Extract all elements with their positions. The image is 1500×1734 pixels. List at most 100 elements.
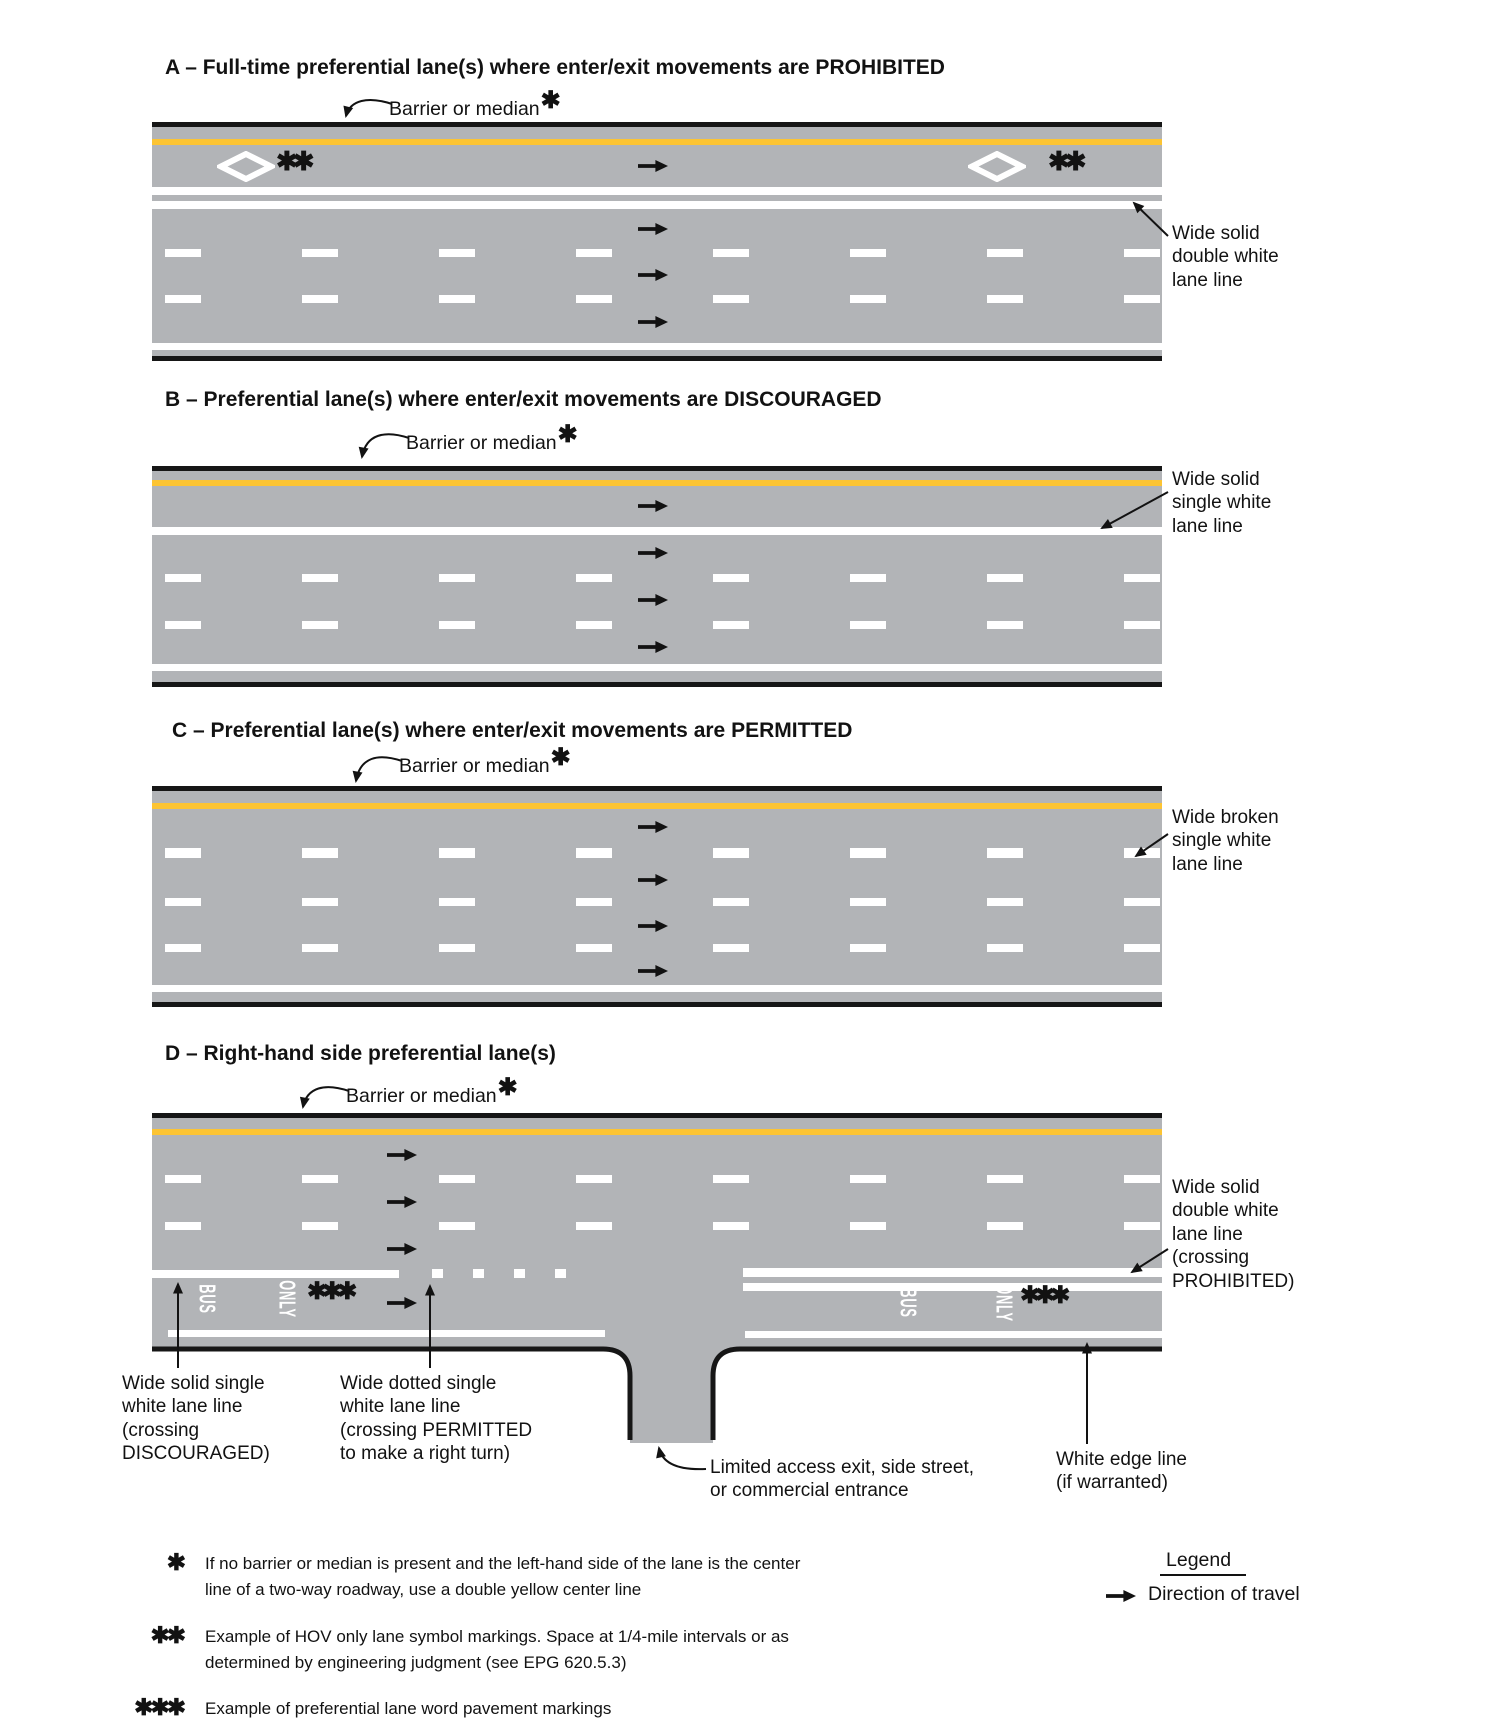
annotation-wide-broken-single-white: Wide broken single white lane line [1172,807,1279,875]
wide-solid-single-white-line [152,1270,399,1278]
direction-of-travel-arrow [638,160,668,172]
direction-of-travel-arrow [638,965,668,977]
hov-marker-asterisks: ✱✱ [1048,146,1087,176]
legend-underline [1160,1574,1246,1576]
white-edge-line [745,1331,1162,1338]
direction-of-travel-arrow [638,269,668,281]
broken-lane-line [152,1222,1162,1230]
yellow-edge-line [152,1129,1162,1135]
annotation-wide-solid-single-white: Wide solid single white lane line [1172,469,1272,537]
pavement-word-bus: BUS [894,1288,920,1318]
barrier-leader-b [358,433,410,459]
direction-of-travel-arrow [638,316,668,328]
roadway-b [152,466,1162,687]
white-edge-line [152,664,1162,671]
yellow-edge-line [152,139,1162,145]
road-edge-right-of-opening [710,1346,1162,1440]
footnote-text-3: Example of preferential lane word paveme… [205,1699,612,1718]
footnote-marker-2: ✱✱ [150,1622,186,1648]
barrier-leader-d [299,1086,350,1109]
road-edge-line [152,682,1162,687]
legend-direction-label: Direction of travel [1148,1583,1300,1605]
annotation-solid-single-crossing-discouraged: Wide solid single white lane line (cross… [122,1373,270,1465]
asterisk-icon: ✱ [550,744,571,771]
barrier-edge-line [152,1113,1162,1118]
direction-of-travel-arrow [638,641,668,653]
barrier-edge-line [152,466,1162,471]
barrier-leader-a [343,99,393,118]
direction-of-travel-arrow [387,1297,417,1309]
legend-title: Legend [1166,1549,1232,1571]
broken-lane-line [152,249,1162,257]
hov-diamond-icon [217,151,275,182]
barrier-label-text: Barrier or median [399,755,550,777]
yellow-edge-line [152,480,1162,486]
footnote-text-1: If no barrier or median is present and t… [205,1554,801,1599]
pavement-word-only: ONLY [273,1280,299,1318]
word-marker-asterisks: ✱✱✱ [307,1278,357,1305]
direction-of-travel-arrow [638,500,668,512]
direction-of-travel-arrow [387,1196,417,1208]
annotation-double-white-crossing-prohibited: Wide solid double white lane line (cross… [1172,1177,1295,1292]
broken-lane-line [152,898,1162,906]
road-edge-line [152,1002,1162,1007]
direction-of-travel-arrow [638,920,668,932]
broken-lane-line [152,574,1162,582]
barrier-leader-c [352,756,403,783]
hov-marker-asterisks: ✱✱ [276,146,315,176]
yellow-edge-line [152,803,1162,809]
white-edge-line [152,985,1162,992]
section-a-barrier-label: Barrier or median✱ [389,89,561,121]
direction-of-travel-arrow [638,223,668,235]
leader-limited-access [656,1446,707,1471]
barrier-edge-line [152,122,1162,127]
annotation-limited-access: Limited access exit, side street, or com… [710,1457,974,1502]
section-c-title: C – Preferential lane(s) where enter/exi… [172,719,853,742]
wide-solid-white-line [152,201,1162,209]
section-b-barrier-label: Barrier or median✱ [406,423,578,455]
pavement-word-bus: BUS [193,1284,219,1314]
roadway-a: ✱✱ ✱✱ [152,122,1162,361]
direction-of-travel-arrow [387,1149,417,1161]
direction-of-travel-arrow [638,594,668,606]
direction-of-travel-arrow [638,547,668,559]
hov-diamond-icon [968,151,1026,182]
annotation-dotted-crossing-permitted: Wide dotted single white lane line (cros… [340,1373,533,1465]
barrier-label-text: Barrier or median [406,432,557,454]
pavement-word-only: ONLY [990,1284,1016,1322]
annotation-white-edge-line: White edge line (if warranted) [1056,1449,1187,1494]
wide-solid-double-white-line-bottom [743,1283,1162,1291]
direction-of-travel-arrow [638,874,668,886]
barrier-label-text: Barrier or median [346,1085,497,1107]
section-b-title: B – Preferential lane(s) where enter/exi… [165,388,882,411]
footnote-marker-1: ✱ [166,1549,186,1575]
barrier-edge-line [152,786,1162,791]
white-edge-line [152,343,1162,350]
broken-lane-line [152,944,1162,952]
broken-lane-line [152,1175,1162,1183]
wide-dotted-single-white-line [432,1269,567,1278]
wide-solid-white-line [152,527,1162,535]
barrier-label-text: Barrier or median [389,98,540,120]
wide-solid-double-white-line-top [743,1268,1162,1277]
road-edge-line [152,356,1162,361]
white-edge-line [168,1330,605,1337]
direction-of-travel-arrow [387,1243,417,1255]
asterisk-icon: ✱ [497,1074,518,1101]
asterisk-icon: ✱ [557,421,578,448]
wide-broken-white-line [152,848,1162,858]
section-a-title: A – Full-time preferential lane(s) where… [165,56,945,79]
broken-lane-line [152,621,1162,629]
direction-of-travel-arrow [1106,1590,1136,1602]
section-c-barrier-label: Barrier or median✱ [399,746,571,778]
section-d-barrier-label: Barrier or median✱ [346,1076,518,1108]
roadway-c [152,786,1162,1007]
asterisk-icon: ✱ [540,87,561,114]
footnote-marker-3: ✱✱✱ [134,1694,186,1720]
roadway-d: BUS ONLY ✱✱✱ BUS ONLY ✱✱✱ [152,1113,1162,1347]
direction-of-travel-arrow [638,821,668,833]
word-marker-asterisks: ✱✱✱ [1020,1282,1070,1309]
wide-solid-white-line [152,187,1162,195]
section-d-title: D – Right-hand side preferential lane(s) [165,1042,556,1065]
